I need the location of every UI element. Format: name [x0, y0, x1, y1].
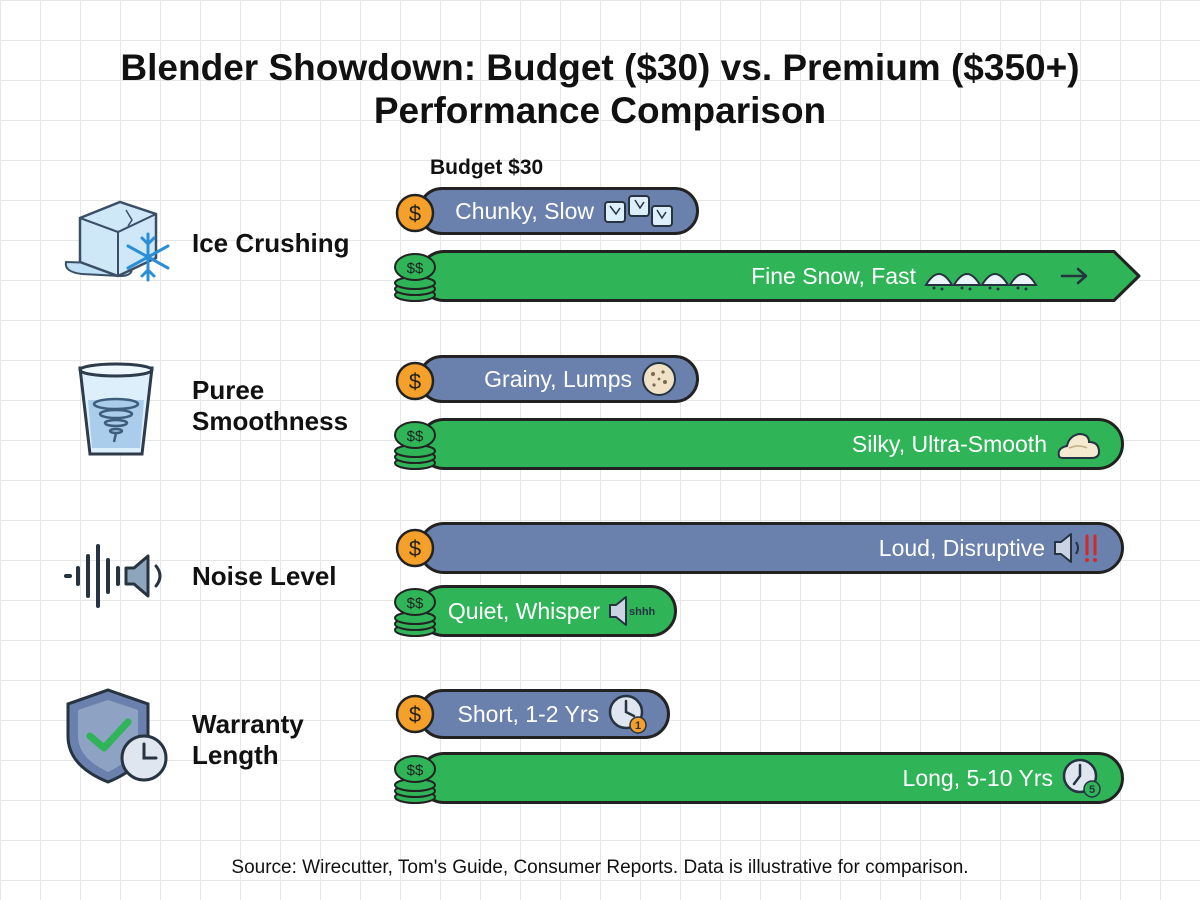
category-label-puree-smoothness: Puree Smoothness — [192, 375, 349, 436]
bar-label: Silky, Ultra-Smooth — [851, 430, 1047, 457]
budget-series-header: Budget $30 — [430, 156, 544, 179]
bar-budget-ice-crushing: Chunky, Slow — [418, 187, 699, 235]
bar-premium-ice-crushing: Fine Snow, Fast — [418, 250, 1108, 302]
single-coin-icon: $ — [395, 193, 435, 233]
quiet-speaker-text: shhh — [629, 606, 656, 618]
arrow-tip — [1108, 250, 1141, 302]
coin-stack-icon: $$ — [394, 755, 436, 804]
warranty-badge-1: 1 — [635, 720, 641, 732]
cream-swirl-icon — [1055, 426, 1103, 462]
bar-label: Quiet, Whisper — [447, 597, 600, 624]
chart-title-line-1: Blender Showdown: Budget ($30) vs. Premi… — [120, 47, 1080, 88]
svg-text:$$: $$ — [407, 428, 424, 445]
ice-cubes-icon — [602, 192, 678, 230]
sound-wave-icon — [64, 544, 162, 608]
category-label-warranty-length: Warranty Length — [192, 709, 304, 770]
svg-text:$$: $$ — [407, 260, 424, 277]
loud-speaker-icon — [1053, 530, 1103, 566]
bar-label: Fine Snow, Fast — [751, 262, 916, 289]
chart-title-line-2: Performance Comparison — [373, 90, 827, 131]
coin-stack-icon: $$ — [394, 253, 436, 302]
svg-text:$: $ — [409, 201, 421, 226]
svg-text:$$: $$ — [407, 762, 424, 779]
single-coin-icon: $ — [395, 694, 435, 734]
bar-label: Long, 5-10 Yrs — [902, 764, 1053, 791]
bar-budget-noise-level: Loud, Disruptive — [418, 522, 1124, 574]
bar-budget-puree-smoothness: Grainy, Lumps — [418, 355, 699, 403]
svg-text:$: $ — [409, 369, 421, 394]
warranty-badge-5: 5 — [1089, 784, 1095, 796]
ice-cube-icon — [64, 200, 170, 282]
source-note: Source: Wirecutter, Tom's Guide, Consume… — [231, 857, 969, 878]
coin-stack-icon: $$ — [394, 588, 436, 637]
clock-five-icon: 5 — [1061, 757, 1103, 799]
arrow-right-icon — [1060, 266, 1090, 286]
bar-premium-puree-smoothness: Silky, Ultra-Smooth — [418, 418, 1124, 470]
bar-premium-warranty-length: Long, 5-10 Yrs 5 — [418, 752, 1124, 804]
snow-mounds-icon — [924, 259, 1052, 293]
category-label-ice-crushing: Ice Crushing — [192, 228, 350, 258]
bar-label: Grainy, Lumps — [484, 365, 632, 392]
chart-title: Blender Showdown: Budget ($30) vs. Premi… — [0, 46, 1200, 132]
bar-premium-noise-level: Quiet, Whisper shhh — [418, 585, 677, 637]
category-label-noise-level: Noise Level — [192, 561, 337, 591]
svg-text:$$: $$ — [407, 595, 424, 612]
quiet-speaker-icon: shhh — [608, 593, 656, 629]
coin-stack-icon: $$ — [394, 421, 436, 470]
svg-text:$: $ — [409, 702, 421, 727]
bar-budget-warranty-length: Short, 1-2 Yrs 1 — [418, 689, 670, 739]
vortex-cup-icon — [78, 362, 154, 456]
clock-one-icon: 1 — [607, 693, 649, 735]
bar-label: Short, 1-2 Yrs — [457, 700, 599, 727]
shield-clock-icon — [66, 688, 168, 784]
single-coin-icon: $ — [395, 528, 435, 568]
bar-label: Loud, Disruptive — [878, 534, 1045, 561]
lumpy-ball-icon — [640, 360, 678, 398]
svg-text:$: $ — [409, 536, 421, 561]
bar-label: Chunky, Slow — [455, 197, 594, 224]
single-coin-icon: $ — [395, 361, 435, 401]
